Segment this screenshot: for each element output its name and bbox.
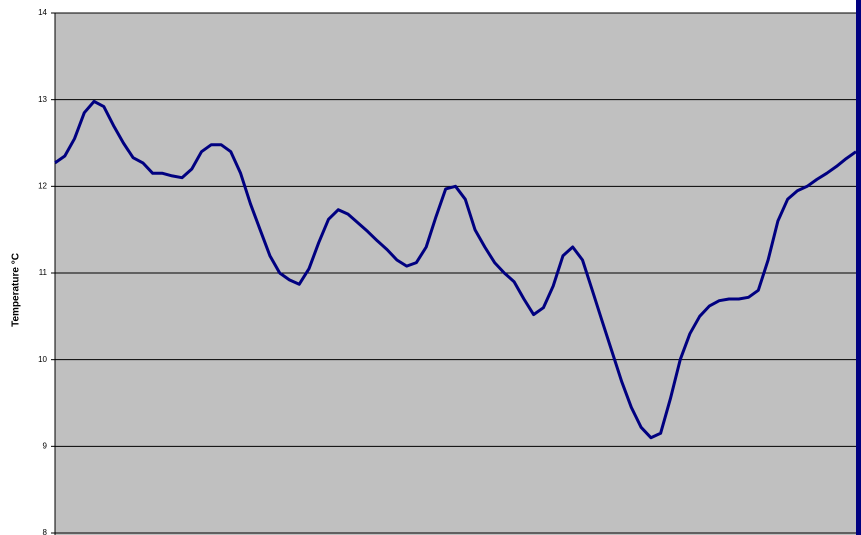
plot-area xyxy=(55,13,856,535)
y-tick-label: 9 xyxy=(43,441,48,450)
y-tick-label: 11 xyxy=(39,268,48,277)
y-tick-label: 14 xyxy=(38,8,47,17)
temperature-line xyxy=(54,99,857,440)
y-tick-label: 10 xyxy=(38,355,47,364)
y-tick-label: 12 xyxy=(38,181,47,190)
y-axis-label: Temperature °C xyxy=(11,253,22,327)
y-tick-label: 13 xyxy=(38,95,47,104)
right-edge xyxy=(856,0,861,535)
y-tick-label: 8 xyxy=(43,528,48,535)
